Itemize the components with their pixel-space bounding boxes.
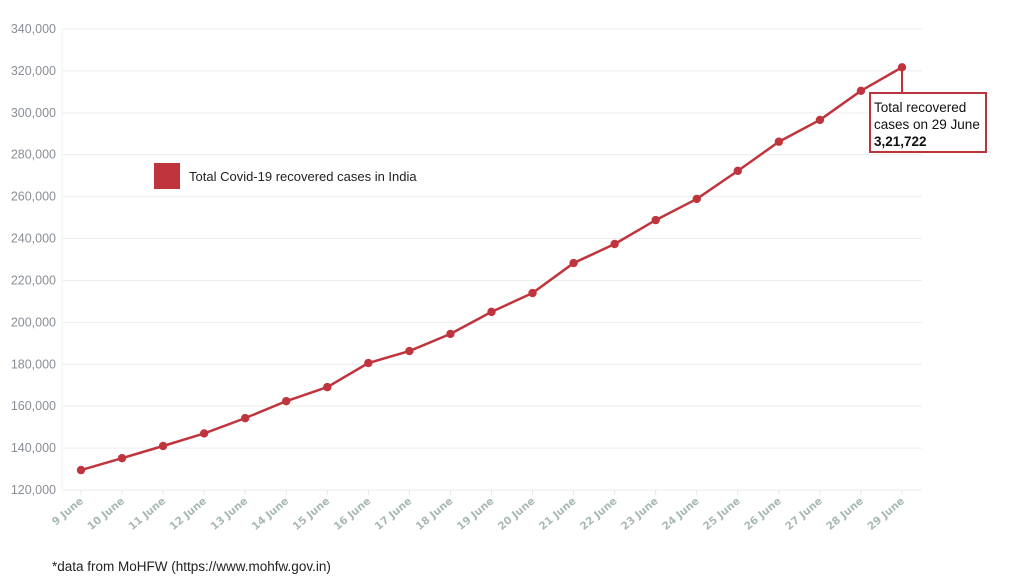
data-point bbox=[364, 358, 373, 368]
grid-lines bbox=[61, 28, 922, 491]
data-point bbox=[569, 258, 578, 268]
y-tick-label: 280,000 bbox=[11, 148, 56, 162]
data-point bbox=[199, 429, 209, 438]
x-tick-label: 27 June bbox=[783, 495, 825, 533]
y-tick-label: 180,000 bbox=[11, 357, 56, 371]
annotation-callout: Total recovered cases on 29 June 3,21,72… bbox=[869, 92, 987, 153]
y-tick-label: 120,000 bbox=[11, 483, 56, 497]
data-point bbox=[651, 215, 660, 225]
x-tick-label: 23 June bbox=[619, 495, 661, 533]
x-tick-label: 15 June bbox=[291, 495, 333, 533]
x-tick-label: 26 June bbox=[742, 495, 784, 533]
y-tick-label: 260,000 bbox=[11, 190, 56, 204]
x-tick-label: 29 June bbox=[865, 495, 907, 533]
data-point bbox=[117, 453, 127, 463]
data-point bbox=[446, 329, 455, 339]
legend-label: Total Covid-19 recovered cases in India bbox=[189, 168, 417, 184]
legend-swatch bbox=[154, 163, 180, 189]
x-tick-label: 25 June bbox=[701, 495, 743, 533]
data-point bbox=[897, 63, 907, 72]
x-tick-label: 19 June bbox=[455, 495, 497, 533]
data-point bbox=[323, 382, 332, 392]
data-point bbox=[487, 307, 496, 317]
data-point bbox=[405, 346, 414, 356]
y-tick-label: 300,000 bbox=[11, 106, 56, 120]
y-tick-label: 160,000 bbox=[11, 399, 56, 413]
x-tick-label: 9 June bbox=[50, 495, 86, 528]
x-tick-label: 22 June bbox=[578, 495, 620, 533]
data-point bbox=[528, 288, 537, 298]
y-axis-ticks: 120,000 140,000 160,000 180,000 200,000 220,0… bbox=[11, 22, 56, 497]
callout-value: 3,21,722 bbox=[874, 134, 927, 149]
data-points bbox=[76, 63, 907, 475]
recovered-cases-line bbox=[80, 66, 903, 472]
x-tick-label: 10 June bbox=[85, 495, 127, 533]
x-tick-label: 20 June bbox=[496, 495, 538, 533]
y-tick-label: 140,000 bbox=[11, 441, 56, 455]
data-point bbox=[692, 194, 701, 204]
x-tick-label: 18 June bbox=[414, 495, 456, 533]
x-tick-label: 13 June bbox=[209, 495, 251, 533]
x-tick-label: 21 June bbox=[537, 495, 579, 533]
data-point bbox=[76, 465, 86, 475]
x-tick-label: 24 June bbox=[660, 495, 702, 533]
y-tick-label: 340,000 bbox=[11, 22, 56, 36]
data-point bbox=[158, 441, 168, 451]
x-tick-label: 16 June bbox=[332, 495, 374, 533]
source-note: *data from MoHFW (https://www.mohfw.gov.… bbox=[52, 559, 331, 574]
x-tick-label: 28 June bbox=[824, 495, 866, 533]
data-point bbox=[241, 413, 250, 423]
data-point bbox=[856, 86, 866, 96]
legend: Total Covid-19 recovered cases in India bbox=[154, 163, 417, 189]
y-tick-label: 200,000 bbox=[11, 315, 56, 329]
callout-line-1: Total recovered bbox=[874, 100, 967, 115]
x-tick-label: 12 June bbox=[167, 495, 209, 533]
y-tick-label: 220,000 bbox=[11, 273, 56, 287]
data-point bbox=[774, 137, 784, 146]
y-tick-label: 320,000 bbox=[11, 64, 56, 78]
callout-line-2: cases on 29 June bbox=[874, 117, 980, 132]
data-point bbox=[733, 166, 742, 176]
data-point bbox=[282, 396, 291, 406]
data-point bbox=[815, 115, 825, 125]
x-tick-label: 14 June bbox=[250, 495, 292, 533]
x-axis-ticks: 9 June 10 June 11 June 12 June 13 June 14 Jun… bbox=[50, 490, 907, 533]
x-tick-label: 11 June bbox=[126, 495, 168, 533]
y-tick-label: 240,000 bbox=[11, 232, 56, 246]
data-point bbox=[610, 239, 619, 249]
x-tick-label: 17 June bbox=[373, 495, 415, 533]
